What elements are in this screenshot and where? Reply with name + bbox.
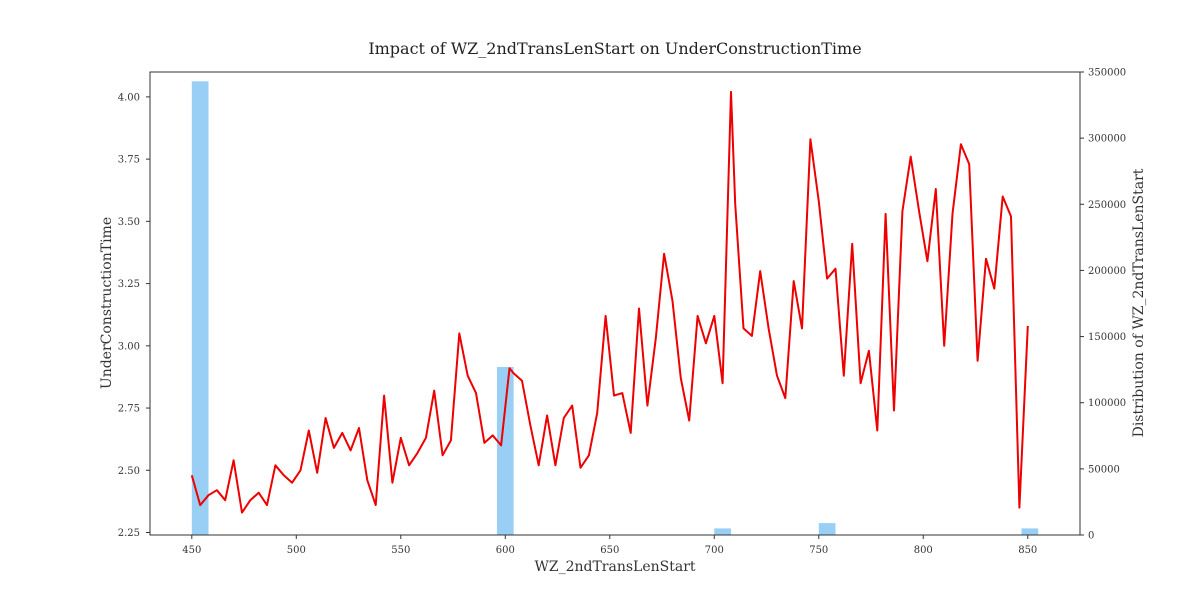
y-tick-label-0: 2.25 — [118, 528, 140, 539]
histogram-bar-4 — [1021, 528, 1039, 535]
x-tick-label-5: 700 — [705, 545, 724, 556]
y2-tick-label-0: 0 — [1088, 531, 1094, 542]
x-tick-label-4: 650 — [600, 545, 619, 556]
histogram-bars — [191, 81, 1039, 535]
y2-tick-label-7: 350000 — [1088, 68, 1126, 79]
histogram-bar-1 — [496, 366, 514, 535]
y2-tick-label-1: 50000 — [1088, 464, 1120, 475]
y2-tick-label-2: 100000 — [1088, 398, 1126, 409]
y-tick-label-2: 2.75 — [118, 404, 140, 415]
y2-tick-label-4: 200000 — [1088, 266, 1126, 277]
histogram-bar-2 — [714, 528, 731, 535]
y-axis-right: 0 50000 100000 150000 200000 250000 300000 3500… — [1080, 68, 1126, 542]
y-tick-label-6: 3.75 — [118, 155, 140, 166]
x-tick-label-1: 500 — [287, 545, 306, 556]
chart-title: Impact of WZ_2ndTransLenStart on UnderCo… — [368, 39, 861, 58]
x-tick-label-6: 750 — [809, 545, 828, 556]
y2-tick-label-6: 300000 — [1088, 134, 1126, 145]
x-tick-label-8: 850 — [1018, 545, 1037, 556]
y-tick-label-5: 3.50 — [118, 217, 140, 228]
x-axis: 450 500 550 600 650 700 750 800 850 — [182, 535, 1037, 556]
line-series — [190, 90, 1029, 514]
plot-frame — [149, 71, 1081, 536]
y2-axis-label: Distribution of WZ_2ndTransLenStart — [1131, 168, 1147, 437]
y-axis-left: 2.25 2.50 2.75 3.00 3.25 3.50 3.75 4.00 — [118, 92, 150, 539]
y2-tick-label-5: 250000 — [1088, 200, 1126, 211]
y-tick-label-7: 4.00 — [118, 92, 140, 103]
x-tick-label-0: 450 — [182, 545, 201, 556]
x-tick-label-7: 800 — [914, 545, 933, 556]
y-tick-label-1: 2.50 — [118, 466, 140, 477]
y-axis-label: UnderConstructionTime — [99, 217, 115, 389]
y-tick-label-3: 3.00 — [118, 341, 140, 352]
y2-tick-label-3: 150000 — [1088, 332, 1126, 343]
x-axis-label: WZ_2ndTransLenStart — [534, 559, 695, 575]
histogram-bar-0 — [191, 81, 209, 535]
x-tick-label-3: 600 — [496, 545, 515, 556]
line-path — [190, 90, 1029, 514]
histogram-bar-3 — [818, 523, 836, 535]
y-tick-label-4: 3.25 — [118, 279, 140, 290]
x-tick-label-2: 550 — [391, 545, 410, 556]
